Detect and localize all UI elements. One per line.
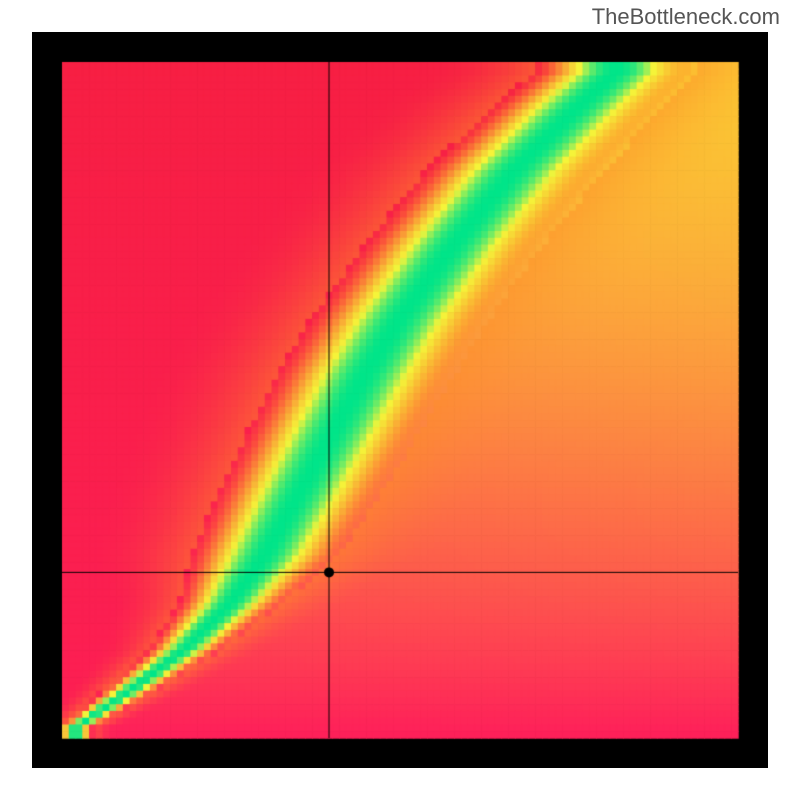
- heatmap-canvas: [32, 32, 768, 768]
- watermark-text: TheBottleneck.com: [592, 4, 780, 30]
- chart-frame: [32, 32, 768, 768]
- root-container: TheBottleneck.com: [0, 0, 800, 800]
